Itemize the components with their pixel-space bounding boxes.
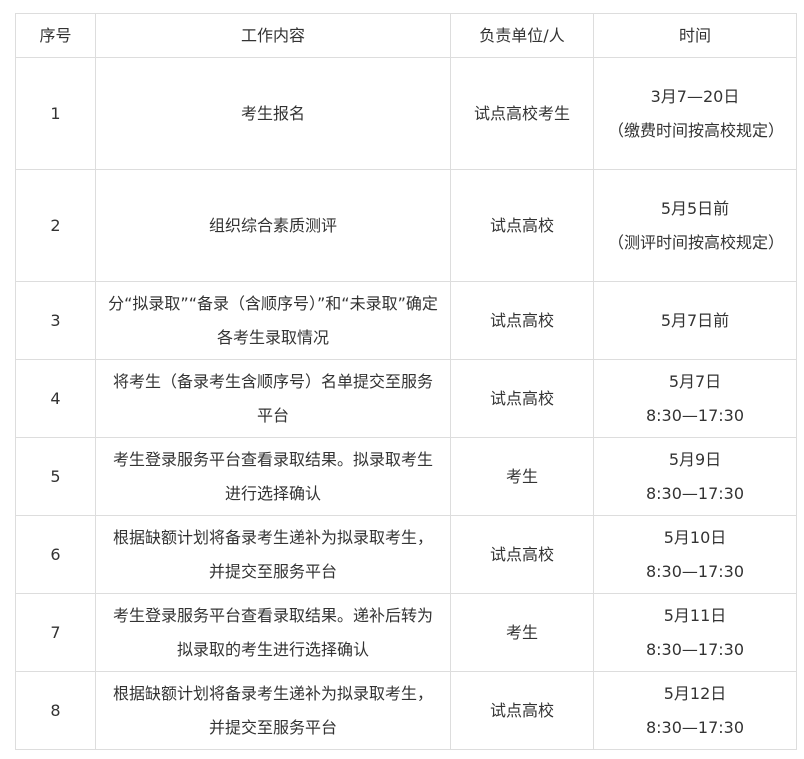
table-row: 1 考生报名 试点高校考生 3月7—20日 （缴费时间按高校规定） <box>15 57 797 170</box>
table-row: 8 根据缺额计划将备录考生递补为拟录取考生，并提交至服务平台 试点高校 5月12日 8:… <box>15 671 797 750</box>
cell-task: 根据缺额计划将备录考生递补为拟录取考生，并提交至服务平台 <box>95 671 451 750</box>
schedule-table: 序号 工作内容 负责单位/人 时间 1 考生报名 试点高校考生 3月7—20日 （缴费时… <box>15 13 797 750</box>
cell-no: 5 <box>15 437 96 516</box>
cell-time: 5月5日前 （测评时间按高校规定） <box>593 169 797 282</box>
cell-time: 5月7日 8:30—17:30 <box>593 359 797 438</box>
header-time: 时间 <box>593 13 797 58</box>
cell-owner: 考生 <box>450 437 594 516</box>
cell-owner: 试点高校 <box>450 359 594 438</box>
cell-time: 5月11日 8:30—17:30 <box>593 593 797 672</box>
cell-task: 考生报名 <box>95 57 451 170</box>
table-row: 5 考生登录服务平台查看录取结果。拟录取考生进行选择确认 考生 5月9日 8:30—17… <box>15 437 797 516</box>
cell-time: 5月12日 8:30—17:30 <box>593 671 797 750</box>
cell-task: 考生登录服务平台查看录取结果。递补后转为拟录取的考生进行选择确认 <box>95 593 451 672</box>
cell-time: 3月7—20日 （缴费时间按高校规定） <box>593 57 797 170</box>
cell-task: 组织综合素质测评 <box>95 169 451 282</box>
cell-no: 7 <box>15 593 96 672</box>
cell-no: 2 <box>15 169 96 282</box>
cell-task: 分“拟录取”“备录（含顺序号）”和“未录取”确定各考生录取情况 <box>95 281 451 360</box>
table-row: 4 将考生（备录考生含顺序号）名单提交至服务平台 试点高校 5月7日 8:30—17:3… <box>15 359 797 438</box>
cell-owner: 试点高校 <box>450 169 594 282</box>
cell-task: 根据缺额计划将备录考生递补为拟录取考生，并提交至服务平台 <box>95 515 451 594</box>
cell-owner: 试点高校 <box>450 281 594 360</box>
cell-no: 4 <box>15 359 96 438</box>
header-owner: 负责单位/人 <box>450 13 594 58</box>
cell-no: 1 <box>15 57 96 170</box>
cell-no: 3 <box>15 281 96 360</box>
cell-owner: 试点高校 <box>450 515 594 594</box>
table-row: 3 分“拟录取”“备录（含顺序号）”和“未录取”确定各考生录取情况 试点高校 5月7日… <box>15 281 797 360</box>
cell-time: 5月7日前 <box>593 281 797 360</box>
cell-time: 5月9日 8:30—17:30 <box>593 437 797 516</box>
cell-no: 6 <box>15 515 96 594</box>
header-row: 序号 工作内容 负责单位/人 时间 <box>15 13 797 58</box>
cell-task: 考生登录服务平台查看录取结果。拟录取考生进行选择确认 <box>95 437 451 516</box>
header-task: 工作内容 <box>95 13 451 58</box>
cell-task: 将考生（备录考生含顺序号）名单提交至服务平台 <box>95 359 451 438</box>
cell-owner: 试点高校 <box>450 671 594 750</box>
cell-no: 8 <box>15 671 96 750</box>
table-row: 2 组织综合素质测评 试点高校 5月5日前 （测评时间按高校规定） <box>15 169 797 282</box>
cell-owner: 考生 <box>450 593 594 672</box>
table-row: 6 根据缺额计划将备录考生递补为拟录取考生，并提交至服务平台 试点高校 5月10日 8:… <box>15 515 797 594</box>
header-no: 序号 <box>15 13 96 58</box>
table-row: 7 考生登录服务平台查看录取结果。递补后转为拟录取的考生进行选择确认 考生 5月11日… <box>15 593 797 672</box>
cell-time: 5月10日 8:30—17:30 <box>593 515 797 594</box>
cell-owner: 试点高校考生 <box>450 57 594 170</box>
